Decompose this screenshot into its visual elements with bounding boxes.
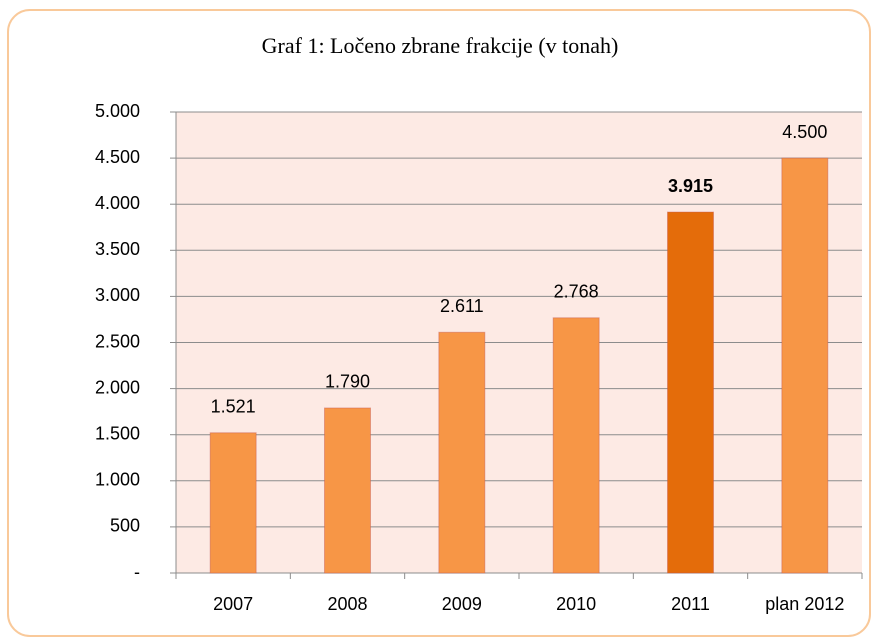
data-label: 1.521 bbox=[211, 397, 256, 417]
y-tick-label: 500 bbox=[110, 516, 140, 536]
x-tick-label: 2009 bbox=[442, 594, 482, 614]
data-label: 1.790 bbox=[325, 372, 370, 392]
data-label: 2.611 bbox=[440, 296, 484, 316]
x-tick-label: 2008 bbox=[327, 594, 367, 614]
data-label: 2.768 bbox=[554, 282, 599, 302]
x-tick-label: plan 2012 bbox=[765, 594, 844, 614]
bar bbox=[438, 331, 486, 574]
x-tick-label: 2010 bbox=[556, 594, 596, 614]
y-tick-label: 4.500 bbox=[95, 147, 140, 167]
y-tick-label: 1.500 bbox=[95, 423, 140, 443]
bar bbox=[209, 432, 257, 574]
x-tick-label: 2007 bbox=[213, 594, 253, 614]
bar bbox=[324, 407, 371, 574]
y-tick-label: - bbox=[134, 562, 140, 582]
y-tick-label: 3.000 bbox=[95, 285, 140, 305]
bar bbox=[667, 211, 714, 574]
y-tick-label: 1.000 bbox=[95, 470, 140, 490]
data-label: 3.915 bbox=[668, 176, 713, 196]
y-tick-label: 5.000 bbox=[95, 101, 140, 121]
chart-title: Graf 1: Ločeno zbrane frakcije (v tonah) bbox=[262, 33, 619, 58]
y-tick-label: 3.500 bbox=[95, 239, 140, 259]
data-label: 4.500 bbox=[782, 122, 827, 142]
y-tick-label: 4.000 bbox=[95, 193, 140, 213]
bar bbox=[552, 317, 600, 574]
x-tick-label: 2011 bbox=[671, 594, 710, 614]
y-tick-label: 2.500 bbox=[95, 331, 140, 351]
y-tick-label: 2.000 bbox=[95, 377, 140, 397]
bar bbox=[781, 157, 829, 574]
